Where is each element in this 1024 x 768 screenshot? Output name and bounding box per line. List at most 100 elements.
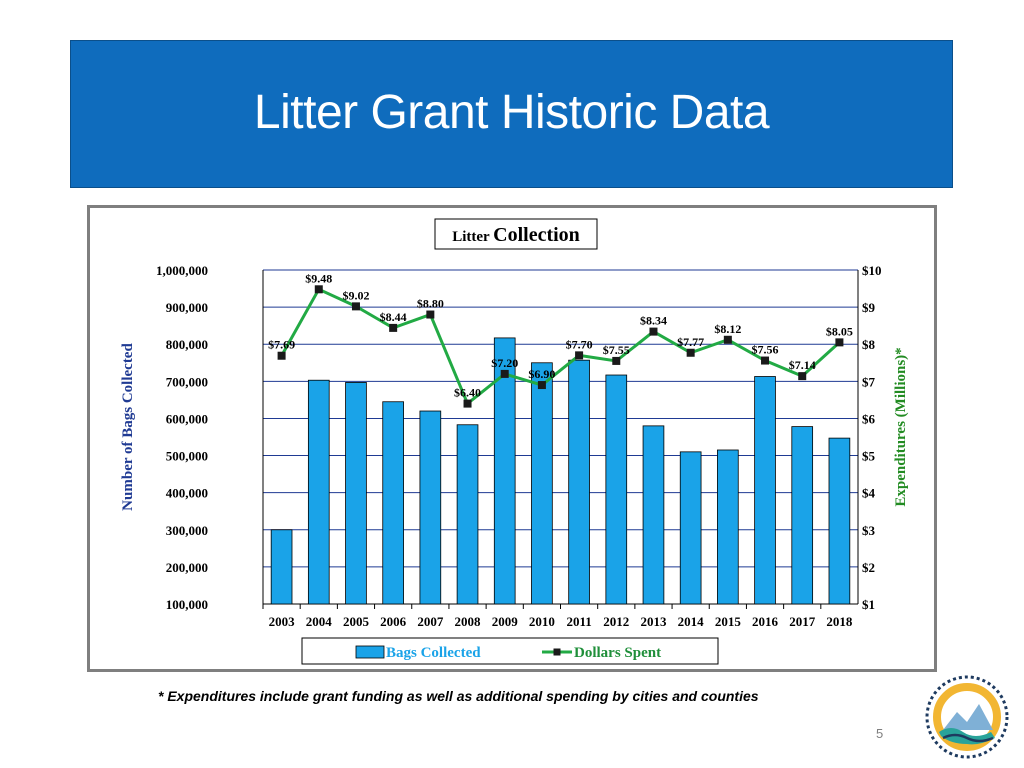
bar xyxy=(456,424,479,605)
data-label: $8.44 xyxy=(380,310,407,324)
line-marker xyxy=(761,356,770,365)
line-marker xyxy=(575,351,584,360)
page-number: 5 xyxy=(876,726,884,741)
legend-bar-label: Bags Collected xyxy=(386,645,481,661)
line-marker xyxy=(798,372,807,381)
x-tick-label: 2008 xyxy=(455,614,482,629)
data-label: $7.70 xyxy=(566,337,593,351)
data-label: $7.55 xyxy=(603,343,630,357)
y-tick-label: 300,000 xyxy=(166,523,208,538)
y2-tick-label: $3 xyxy=(862,523,876,538)
legend-bar-swatch xyxy=(355,645,385,659)
dollars-line xyxy=(280,287,841,407)
bar xyxy=(642,425,665,605)
y-tick-label: 1,000,000 xyxy=(156,263,208,278)
line-marker xyxy=(500,369,509,378)
combo-chart: Litter Collection 1,000,000 $10 900,000 $9 80… xyxy=(120,218,909,665)
line-marker xyxy=(351,302,360,311)
x-tick-label: 2005 xyxy=(343,614,370,629)
bar xyxy=(419,410,442,605)
y-tick-label: 400,000 xyxy=(166,486,208,501)
y2-tick-label: $6 xyxy=(862,411,876,426)
data-label: $6.40 xyxy=(454,386,481,400)
y-tick-label: 200,000 xyxy=(166,560,208,575)
bar xyxy=(493,337,516,605)
line-marker xyxy=(426,310,435,319)
bar xyxy=(717,449,739,605)
y2-tick-label: $10 xyxy=(862,263,882,278)
bar xyxy=(382,401,404,605)
line-marker xyxy=(835,338,844,347)
x-tick-label: 2018 xyxy=(826,614,853,629)
bar xyxy=(605,374,628,605)
line-marker xyxy=(649,327,658,336)
line-marker xyxy=(277,351,286,360)
x-tick-label: 2013 xyxy=(640,614,667,629)
line-marker xyxy=(389,323,398,332)
title-banner: Litter Grant Historic Data xyxy=(70,40,953,188)
data-label: $7.14 xyxy=(789,358,816,372)
y-tick-label: 600,000 xyxy=(166,411,208,426)
y2-tick-label: $8 xyxy=(862,337,876,352)
bar xyxy=(754,376,776,605)
x-tick-label: 2016 xyxy=(752,614,779,629)
bar xyxy=(307,379,330,605)
data-label: $9.02 xyxy=(342,288,369,302)
x-tick-label: 2006 xyxy=(380,614,407,629)
x-tick-label: 2011 xyxy=(566,614,591,629)
x-tick-label: 2003 xyxy=(269,614,296,629)
line-marker xyxy=(463,399,472,408)
y2-tick-label: $4 xyxy=(862,486,876,501)
x-tick-label: 2007 xyxy=(417,614,444,629)
bar xyxy=(568,359,590,605)
data-label: $8.05 xyxy=(826,324,853,338)
bar xyxy=(791,426,814,605)
chart-title-large: Collection xyxy=(493,224,580,246)
data-label: $7.20 xyxy=(491,356,518,370)
x-tick-label: 2017 xyxy=(789,614,816,629)
y-axis-title: Number of Bags Collected xyxy=(120,343,136,511)
data-label: $7.56 xyxy=(752,343,779,357)
data-label: $8.12 xyxy=(714,322,741,336)
chart-title-box xyxy=(434,218,598,250)
y-tick-label: 700,000 xyxy=(166,374,208,389)
data-label: $6.90 xyxy=(528,367,555,381)
legend-line-marker xyxy=(553,648,561,656)
y-tick-label: 500,000 xyxy=(166,449,208,464)
data-label: $9.48 xyxy=(305,271,332,285)
chart-frame: Litter Collection 1,000,000 $10 900,000 $9 80… xyxy=(87,205,937,672)
chart-title: Litter Collection xyxy=(452,224,580,246)
y2-tick-label: $9 xyxy=(862,300,876,315)
chart-title-small: Litter xyxy=(452,229,493,245)
line-marker xyxy=(612,356,621,365)
bar xyxy=(828,437,851,605)
y-tick-label: 900,000 xyxy=(166,300,208,315)
bar xyxy=(679,451,702,605)
bar xyxy=(531,362,553,605)
y-tick-label: 800,000 xyxy=(166,337,208,352)
x-tick-label: 2010 xyxy=(529,614,555,629)
bar xyxy=(270,529,293,605)
y2-tick-label: $5 xyxy=(862,449,876,464)
x-tick-label: 2009 xyxy=(492,614,519,629)
x-tick-label: 2015 xyxy=(715,614,742,629)
line-marker xyxy=(314,285,323,294)
y2-tick-label: $7 xyxy=(862,374,876,389)
data-label: $8.80 xyxy=(417,297,444,311)
x-tick-label: 2014 xyxy=(678,614,705,629)
y2-tick-label: $2 xyxy=(862,560,875,575)
slide-title: Litter Grant Historic Data xyxy=(253,86,770,139)
line-marker xyxy=(686,348,695,357)
data-label: $7.77 xyxy=(677,335,704,349)
legend-line-label: Dollars Spent xyxy=(574,645,661,661)
y2-axis-title: Expenditures (Millions)* xyxy=(893,347,909,506)
line-marker xyxy=(537,381,546,390)
x-tick-label: 2012 xyxy=(603,614,629,629)
footnote: * Expenditures include grant funding as … xyxy=(158,688,759,704)
data-label: $7.69 xyxy=(268,338,295,352)
bar xyxy=(345,382,367,605)
y2-tick-label: $1 xyxy=(862,597,875,612)
data-label: $8.34 xyxy=(640,314,667,328)
cabinet-logo-icon xyxy=(925,675,1009,759)
y-tick-label: 100,000 xyxy=(166,597,208,612)
